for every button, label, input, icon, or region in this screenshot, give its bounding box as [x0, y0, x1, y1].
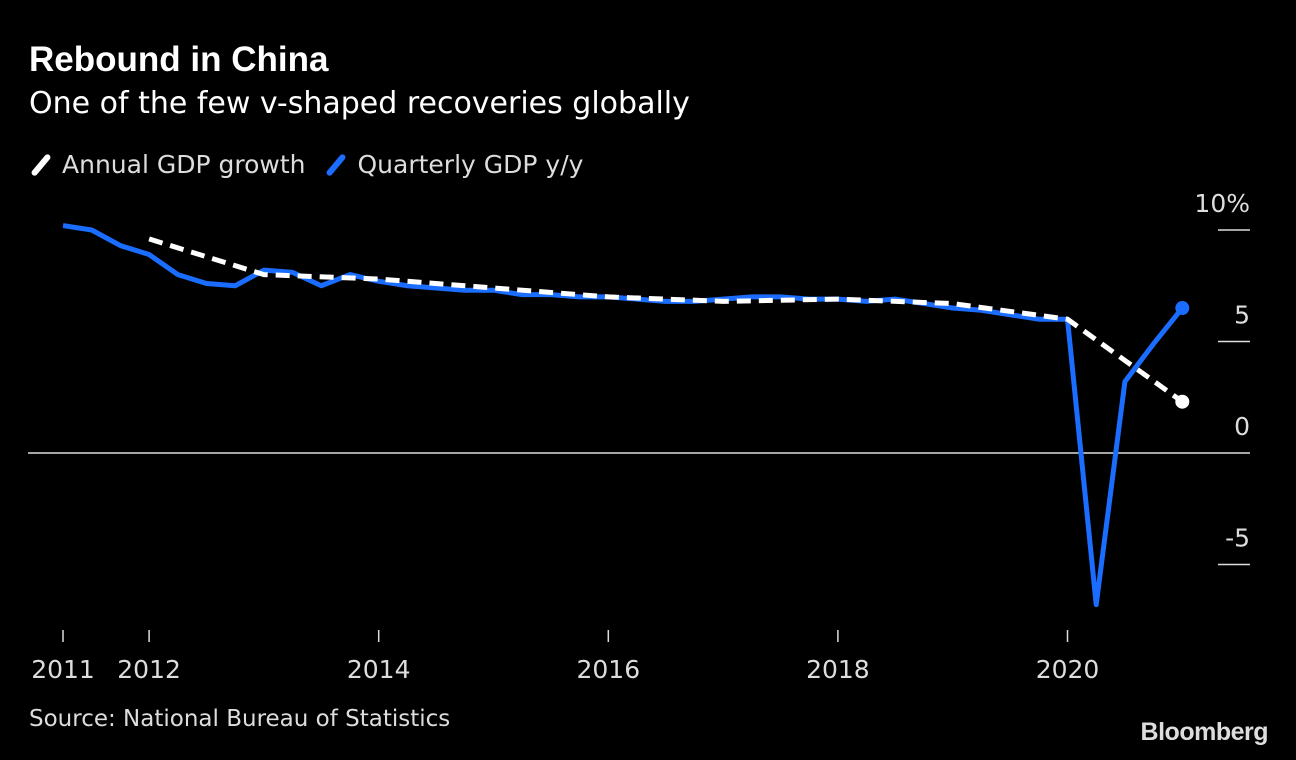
legend-item-annual: Annual GDP growth: [30, 150, 305, 179]
series-endpoint-annual: [1175, 394, 1190, 409]
series-endpoint-quarterly: [1175, 301, 1190, 316]
y-tick-label: 10%: [1194, 189, 1250, 218]
x-tick-label: 2020: [1036, 655, 1100, 684]
x-tick-label: 2012: [117, 655, 181, 684]
y-tick-label: 5: [1234, 301, 1250, 330]
series-line-annual: [148, 236, 1184, 404]
legend-label-annual: Annual GDP growth: [62, 150, 306, 179]
source-note: Source: National Bureau of Statistics: [29, 706, 451, 732]
x-tick-label: 2016: [576, 655, 640, 684]
legend-item-quarterly: Quarterly GDP y/y: [325, 150, 583, 179]
series-line-quarterly: [62, 223, 1185, 608]
legend-label-quarterly: Quarterly GDP y/y: [357, 150, 584, 179]
legend: Annual GDP growth Quarterly GDP y/y: [30, 150, 603, 179]
chart-subtitle: One of the few v-shaped recoveries globa…: [29, 86, 690, 121]
bloomberg-logo: Bloomberg: [1140, 718, 1269, 746]
chart-title: Rebound in China: [29, 40, 329, 79]
x-tick-label: 2014: [347, 655, 411, 684]
x-tick-label: 2018: [806, 655, 870, 684]
y-tick-label: -5: [1225, 524, 1250, 553]
y-tick-label: 0: [1234, 412, 1250, 441]
x-tick-label: 2011: [31, 655, 95, 684]
